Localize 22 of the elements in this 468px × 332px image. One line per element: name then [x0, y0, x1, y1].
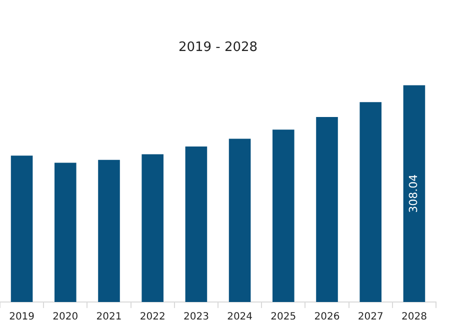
- bar: [228, 138, 251, 302]
- bar: [185, 146, 208, 302]
- x-tick-label: 2024: [227, 312, 253, 323]
- bar: [316, 116, 338, 302]
- x-tick-label: 2026: [314, 312, 340, 323]
- x-tick-label: 2028: [401, 312, 427, 323]
- bar: [360, 102, 382, 302]
- chart-title: 2019 - 2028: [178, 40, 258, 56]
- bar: [10, 156, 33, 302]
- x-tick-label: 2020: [52, 312, 78, 323]
- x-tick-label: 2019: [9, 312, 35, 323]
- x-tick-label: 2022: [140, 312, 166, 323]
- bar: [142, 154, 164, 302]
- x-tick-label: 2025: [270, 312, 296, 323]
- x-tick-label: 2027: [358, 312, 384, 323]
- bar: [272, 130, 294, 302]
- x-tick-label: 2021: [96, 312, 122, 323]
- bar: [54, 162, 76, 302]
- data-label: 308.04: [407, 174, 420, 213]
- x-tick-label: 2023: [183, 312, 209, 323]
- bar: [403, 85, 426, 302]
- bar: [98, 160, 120, 302]
